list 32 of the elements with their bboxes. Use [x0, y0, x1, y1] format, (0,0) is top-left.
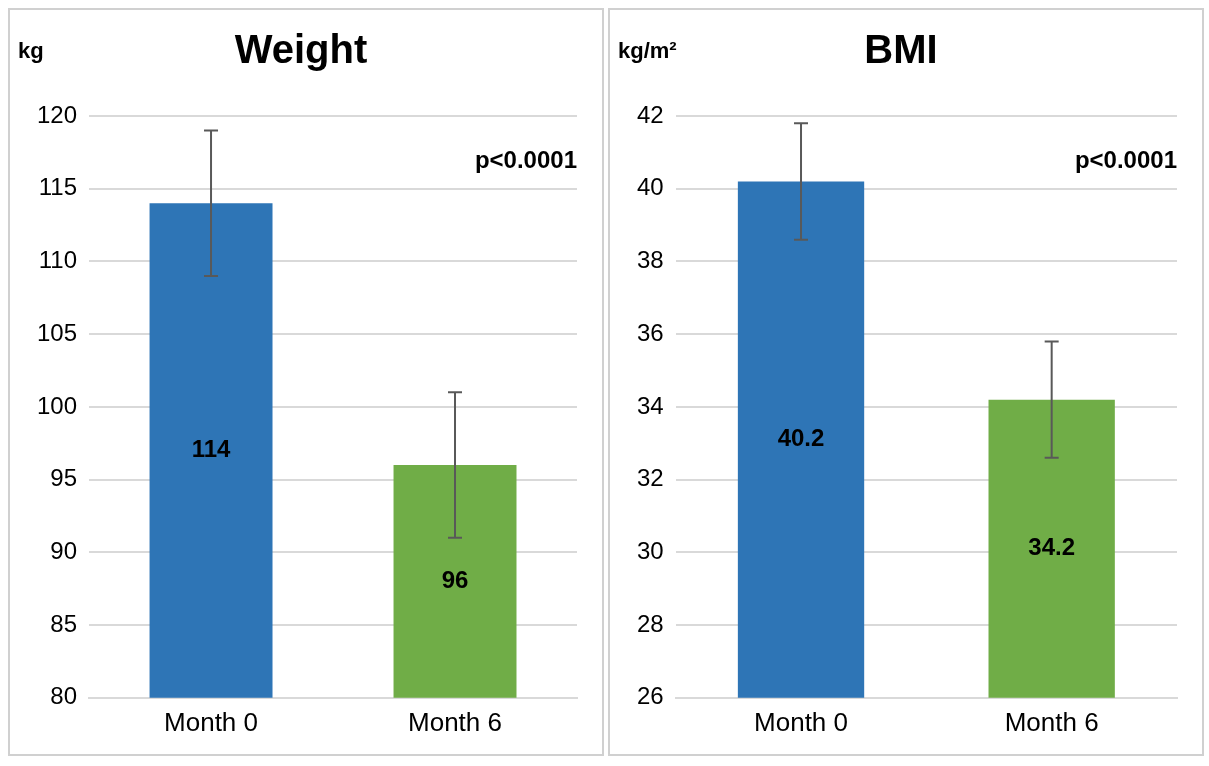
y-tick-label: 80: [50, 682, 78, 710]
y-tick-label: 110: [38, 246, 78, 274]
y-tick-label: 95: [50, 464, 78, 492]
chart-title: Weight: [234, 27, 368, 72]
y-tick-label: 34: [636, 391, 664, 419]
annotation: p<0.0001: [1074, 145, 1177, 173]
y-axis-title: kg/m²: [618, 38, 677, 64]
y-tick-label: 105: [37, 318, 78, 346]
x-tick-label: Month 6: [1004, 706, 1099, 737]
y-tick-label: 36: [636, 318, 664, 346]
y-tick-label: 120: [37, 100, 78, 128]
y-tick-label: 42: [636, 100, 664, 128]
data-label: 96: [441, 566, 469, 594]
data-label: 40.2: [777, 424, 825, 452]
x-tick-label: Month 0: [164, 706, 259, 737]
y-tick-label: 40: [636, 173, 664, 201]
y-tick-label: 26: [636, 682, 664, 710]
x-tick-label: Month 0: [754, 706, 848, 737]
y-tick-label: 100: [37, 391, 78, 419]
y-tick-label: 85: [50, 609, 78, 637]
y-tick-label: 32: [636, 464, 664, 492]
y-tick-label: 28: [636, 609, 664, 637]
y-tick-label: 30: [636, 536, 664, 564]
y-tick-label: 90: [50, 536, 78, 564]
y-tick-label: 38: [636, 246, 664, 274]
y-axis-title: kg: [18, 38, 44, 64]
annotation: p<0.0001: [474, 145, 577, 173]
y-tick-label: 115: [38, 173, 78, 201]
data-label: 114: [191, 435, 232, 463]
data-label: 34.2: [1028, 533, 1076, 561]
x-tick-label: Month 6: [408, 706, 502, 737]
chart-title: BMI: [864, 27, 938, 72]
